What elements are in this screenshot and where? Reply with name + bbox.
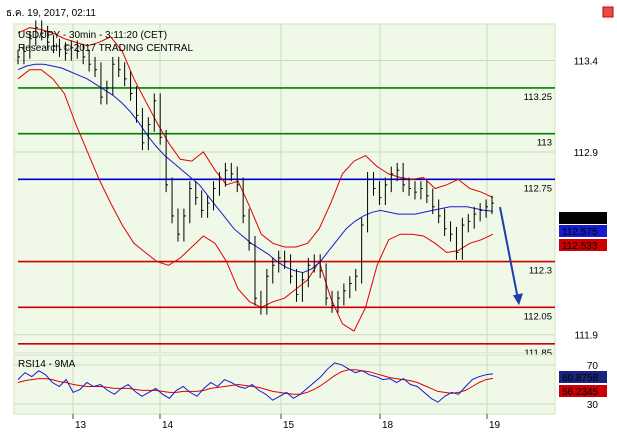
x-axis: 13 14 15 18 19	[72, 414, 501, 431]
rsi-panel-title: RSI14 - 9MA	[18, 359, 76, 370]
rsi-current-tags: 60.8758 56.2345	[559, 371, 607, 398]
band-upper-line	[17, 27, 494, 248]
rsi-series	[17, 362, 494, 403]
close-button[interactable]	[602, 6, 614, 18]
rsi-ytick-1: 30	[587, 400, 599, 411]
rsi-y-axis: 70 30	[587, 361, 599, 411]
x-tick-label-4: 19	[489, 420, 501, 431]
rsi-ytick-0: 70	[587, 361, 599, 372]
level-label-2: 112.75	[524, 183, 552, 194]
x-tick-label-1: 14	[162, 420, 174, 431]
x-tick-label-0: 13	[75, 420, 87, 431]
price-series	[17, 20, 523, 332]
price-ytick-0: 113.4	[574, 57, 599, 68]
rsi-tag-box-0	[559, 371, 607, 383]
price-tag-box-1	[559, 225, 607, 237]
price-grid	[14, 24, 555, 353]
rsi-tag-label-0: 60.8758	[562, 373, 599, 384]
rsi-tag-box-1	[559, 385, 607, 397]
price-panel-subtitle: Research © 2017 TRADING CENTRAL	[18, 43, 193, 54]
price-panel-title: USD/JPY - 30min - 3:11:20 (CET)	[18, 30, 167, 41]
price-tag-box-2	[559, 239, 607, 251]
level-label-0: 113.25	[524, 92, 552, 103]
price-tag-label-1: 112.575	[562, 227, 598, 238]
rsi-line	[17, 362, 494, 403]
level-label-3: 112.3	[529, 266, 552, 277]
price-ytick-2: 111.9	[574, 331, 598, 342]
level-label-4: 112.05	[524, 311, 552, 322]
price-y-axis: 113.4 112.9 111.9	[574, 57, 599, 342]
rsi-grid	[14, 355, 555, 414]
forecast-arrow-shaft	[499, 206, 519, 300]
price-tag-box-0	[559, 212, 607, 224]
rsi-panel-frame	[13, 354, 556, 415]
price-tag-label-2: 112.533	[562, 241, 598, 252]
x-tick-label-2: 15	[283, 420, 295, 431]
level-label-1: 113	[537, 138, 552, 149]
header-timestamp: ธ.ค. 19, 2017, 02:11	[6, 8, 96, 19]
x-tick-label-3: 18	[382, 420, 394, 431]
forecast-arrow-head	[513, 293, 523, 306]
price-ytick-1: 112.9	[574, 148, 599, 159]
price-current-tags: 112.622 112.575 112.533	[559, 212, 607, 252]
rsi-tag-label-1: 56.2345	[562, 387, 599, 398]
level-label-5: 111.85	[524, 348, 552, 359]
price-tag-label-0: 112.622	[562, 214, 598, 225]
